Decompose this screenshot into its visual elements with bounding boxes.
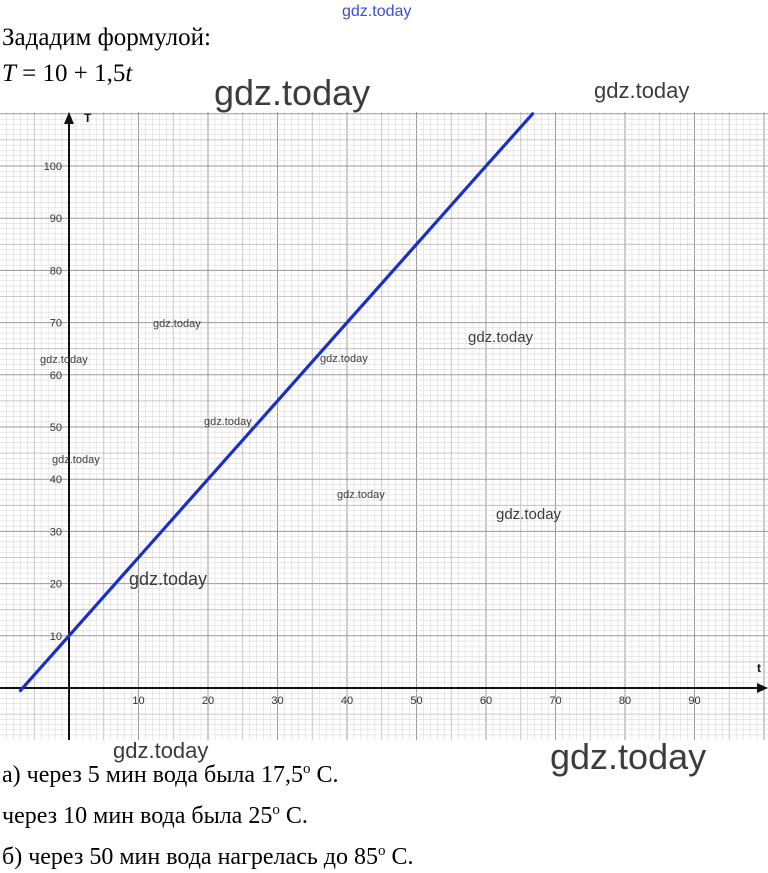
- watermark-top: gdz.today: [342, 3, 412, 20]
- chart-series: [18, 112, 535, 693]
- y-tick-label: 50: [50, 422, 62, 434]
- y-axis-label: T: [84, 111, 92, 125]
- heading: Зададим формулой:: [2, 24, 211, 51]
- watermark-medium: gdz.today: [468, 329, 534, 346]
- y-axis-arrow: [64, 112, 74, 124]
- watermark-medium: gdz.today: [129, 569, 208, 589]
- watermark-small: gdz.today: [337, 489, 385, 501]
- y-tick-label: 60: [50, 370, 62, 382]
- watermark-big: gdz.today: [550, 736, 707, 777]
- x-tick-label: 20: [202, 695, 214, 707]
- watermark-small: gdz.today: [153, 318, 201, 330]
- watermark-big: gdz.today: [214, 72, 371, 113]
- temperature-chart: tT 10 20 30 40 50 60 70 80 901020304050607080901…: [0, 111, 768, 740]
- watermark-small: gdz.today: [52, 454, 100, 466]
- x-axis-arrow: [757, 683, 768, 693]
- formula: T = 10 + 1,5t: [2, 60, 133, 87]
- answer-b: б) через 50 мин вода нагрелась до 85о С.: [2, 843, 414, 870]
- y-tick-label: 40: [50, 474, 62, 486]
- watermark-medium: gdz.today: [113, 738, 209, 763]
- x-tick-label: 10: [132, 695, 144, 707]
- y-tick-label: 20: [50, 579, 62, 591]
- series-line: [18, 112, 535, 693]
- x-tick-label: 30: [271, 695, 283, 707]
- answer-a2: через 10 мин вода была 25о С.: [2, 802, 308, 829]
- watermark-small: gdz.today: [204, 416, 252, 428]
- watermark-small: gdz.today: [320, 353, 368, 365]
- y-tick-label: 80: [50, 265, 62, 277]
- y-tick-label: 10: [50, 631, 62, 643]
- x-tick-label: 70: [549, 695, 561, 707]
- x-tick-label: 40: [341, 695, 353, 707]
- watermark-right: gdz.today: [594, 78, 690, 103]
- y-tick-label: 70: [50, 318, 62, 330]
- answer-a: а) через 5 мин вода была 17,5о С.: [2, 761, 339, 788]
- x-tick-label: 60: [480, 695, 492, 707]
- x-tick-label: 90: [688, 695, 700, 707]
- chart-grid: [0, 112, 768, 740]
- y-tick-label: 30: [50, 526, 62, 538]
- y-tick-label: 100: [44, 161, 62, 173]
- y-tick-label: 90: [50, 213, 62, 225]
- x-axis-label: t: [757, 661, 761, 675]
- watermark-medium: gdz.today: [496, 506, 562, 523]
- watermark-small: gdz.today: [40, 354, 88, 366]
- x-tick-label: 80: [619, 695, 631, 707]
- x-tick-label: 50: [410, 695, 422, 707]
- chart-ticks: 10 20 30 40 50 60 70 80 90 10 20 30 40 50 60 70 80 90 100: [44, 161, 701, 707]
